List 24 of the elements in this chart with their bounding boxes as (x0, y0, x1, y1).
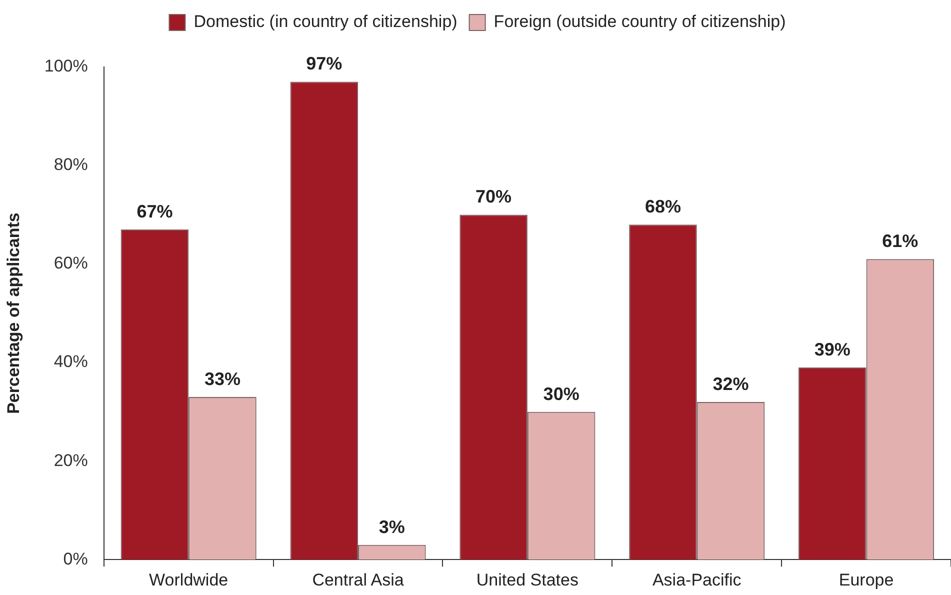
data-label: 68% (644, 196, 681, 217)
x-tick-label: Central Asia (312, 570, 404, 590)
data-label: 3% (378, 516, 405, 537)
legend-label: Foreign (outside country of citizenship) (494, 12, 786, 32)
data-label: 39% (814, 339, 850, 360)
data-label: 33% (204, 369, 240, 390)
y-tick-label: 0% (63, 549, 88, 568)
y-axis-title: Percentage of applicants (4, 212, 23, 414)
data-label: 61% (882, 231, 918, 252)
y-tick-label: 100% (44, 56, 88, 76)
data-label: 32% (712, 374, 749, 394)
y-tick-label: 20% (54, 450, 88, 470)
x-tick-label: Europe (838, 570, 894, 590)
x-tick-label: United States (476, 570, 578, 590)
x-tick-label: Asia-Pacific (652, 570, 742, 590)
y-tick-label: 80% (54, 155, 88, 174)
y-tick-label: 40% (54, 352, 88, 372)
x-tick-label: Worldwide (149, 570, 228, 590)
y-tick-label: 60% (54, 254, 88, 273)
data-label: 70% (476, 186, 512, 207)
data-label: 30% (543, 384, 580, 404)
data-label: 97% (306, 54, 342, 74)
legend-label: Domestic (in country of citizenship) (194, 12, 458, 32)
data-label: 67% (136, 202, 173, 222)
